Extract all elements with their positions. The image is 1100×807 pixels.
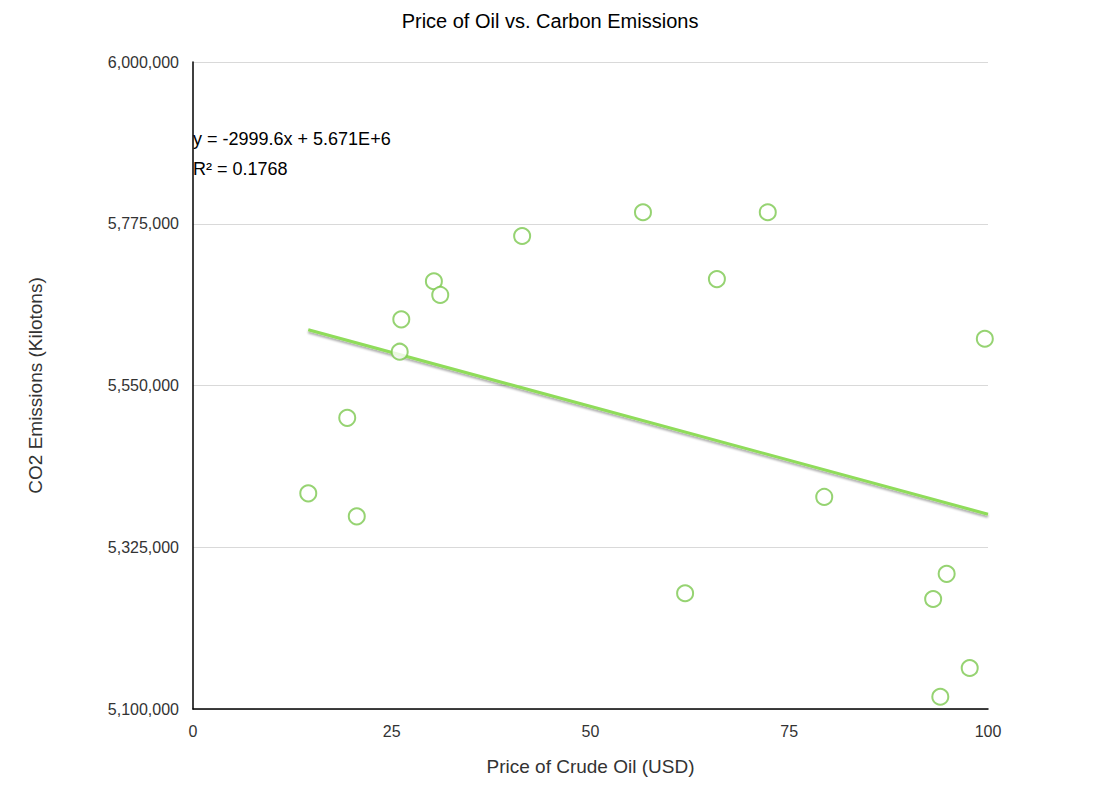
svg-text:Price of Crude Oil (USD): Price of Crude Oil (USD) (487, 756, 695, 777)
svg-text:Price of Oil vs. Carbon Emissi: Price of Oil vs. Carbon Emissions (402, 10, 699, 32)
svg-text:75: 75 (780, 723, 798, 740)
svg-text:5,775,000: 5,775,000 (108, 215, 179, 232)
svg-text:100: 100 (975, 723, 1002, 740)
svg-text:y = -2999.6x + 5.671E+6: y = -2999.6x + 5.671E+6 (193, 129, 391, 149)
svg-text:5,550,000: 5,550,000 (108, 377, 179, 394)
svg-text:6,000,000: 6,000,000 (108, 54, 179, 71)
svg-text:5,325,000: 5,325,000 (108, 539, 179, 556)
svg-text:25: 25 (383, 723, 401, 740)
svg-text:50: 50 (582, 723, 600, 740)
svg-text:0: 0 (189, 723, 198, 740)
svg-text:R² = 0.1768: R² = 0.1768 (193, 159, 288, 179)
svg-text:5,100,000: 5,100,000 (108, 701, 179, 718)
svg-text:CO2 Emissions (Kilotons): CO2 Emissions (Kilotons) (25, 277, 46, 493)
